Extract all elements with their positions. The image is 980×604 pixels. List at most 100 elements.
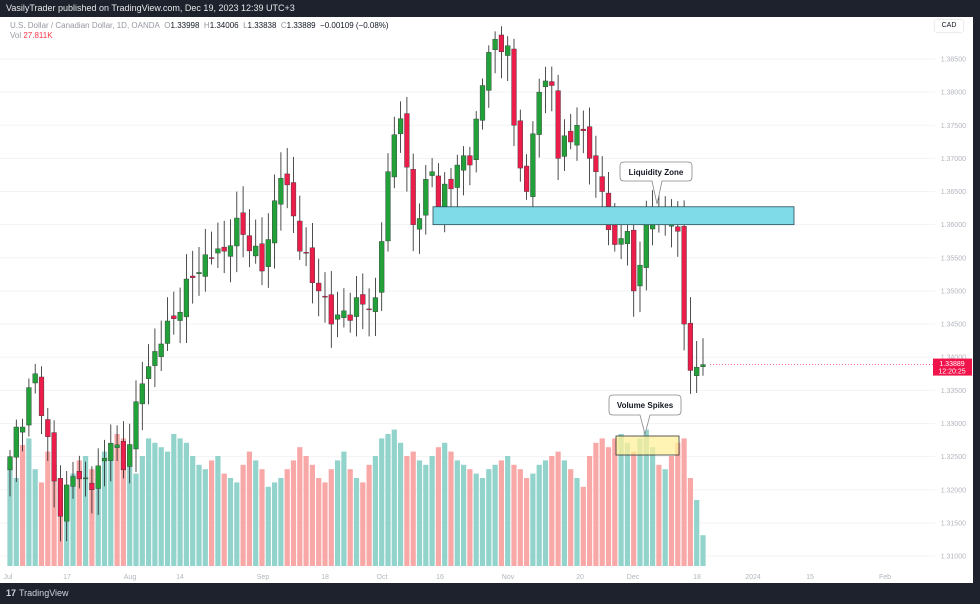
volume-bar xyxy=(555,451,561,566)
candle xyxy=(64,471,70,542)
candle-body xyxy=(404,113,410,168)
currency-button[interactable]: CAD xyxy=(935,20,963,32)
candle-body xyxy=(183,278,190,318)
symbol-description[interactable]: U.S. Dollar / Canadian Dollar, 1D, OANDA xyxy=(10,21,160,30)
volume-bar xyxy=(335,460,341,566)
close-value: 1.33889 xyxy=(286,21,316,30)
candle-body xyxy=(385,171,391,242)
candle-body xyxy=(580,128,586,131)
candle-body xyxy=(328,294,334,325)
candle-body xyxy=(631,229,637,292)
candle-body xyxy=(278,178,284,205)
volume-bar xyxy=(498,460,504,566)
volume-bar xyxy=(643,429,649,566)
candle-body xyxy=(20,426,26,433)
volume-bar xyxy=(259,469,265,566)
candle-body xyxy=(461,155,467,171)
x-tick-label: Feb xyxy=(879,574,891,581)
candle xyxy=(278,152,284,231)
candle xyxy=(328,271,334,348)
candle xyxy=(486,45,492,108)
candle-body xyxy=(32,373,38,384)
tradingview-logo-icon[interactable]: 17 xyxy=(6,588,17,598)
volume-bar xyxy=(637,438,643,566)
candle xyxy=(221,220,227,274)
volume-bar xyxy=(580,486,586,566)
candle xyxy=(253,219,259,264)
candle xyxy=(347,292,353,333)
volume-bar xyxy=(631,451,637,566)
candle xyxy=(190,250,196,304)
tradingview-brand[interactable]: TradingView xyxy=(19,588,69,598)
candle xyxy=(246,209,253,268)
x-tick-label: 20 xyxy=(576,574,584,581)
x-tick-label: 14 xyxy=(176,574,184,581)
candle xyxy=(631,207,637,317)
volume-bar xyxy=(612,438,618,566)
candle xyxy=(561,119,568,172)
candle xyxy=(423,164,429,235)
candle-body xyxy=(435,175,442,212)
candle xyxy=(536,78,542,158)
candle xyxy=(694,340,700,393)
volume-bar xyxy=(158,447,164,566)
candle-body xyxy=(511,48,517,126)
volume-spike-rect xyxy=(615,435,680,456)
x-tick-label: 17 xyxy=(63,574,71,581)
candle-body xyxy=(353,297,360,317)
candle-body xyxy=(360,294,366,305)
candle xyxy=(549,66,555,112)
candle-body xyxy=(316,282,322,292)
candle-body xyxy=(171,315,177,319)
y-tick-label: 1.35000 xyxy=(941,288,966,295)
x-tick-label: 15 xyxy=(806,574,814,581)
candle xyxy=(259,217,265,286)
y-tick-label: 1.35500 xyxy=(941,255,966,262)
candle-body xyxy=(429,171,435,176)
candle xyxy=(335,291,341,338)
candle-body xyxy=(379,241,385,293)
volume-bar xyxy=(568,469,574,566)
volume-bar xyxy=(297,447,303,566)
candle xyxy=(461,146,467,196)
candle-body xyxy=(272,200,278,244)
candle-body xyxy=(366,308,372,311)
candle-body xyxy=(372,297,379,312)
candle xyxy=(57,465,64,542)
volume-bar xyxy=(51,464,57,566)
y-tick-label: 1.34500 xyxy=(941,322,966,329)
candle xyxy=(322,272,328,323)
volume-bar xyxy=(316,478,322,566)
candle xyxy=(309,222,316,304)
volume-bar xyxy=(650,447,656,566)
y-tick-label: 1.37500 xyxy=(941,123,966,130)
volume-bar xyxy=(38,482,45,566)
candle xyxy=(13,419,19,482)
x-tick-label: Dec xyxy=(627,574,640,581)
candle-body xyxy=(505,45,511,56)
volume-bar xyxy=(391,429,397,566)
volume-bar xyxy=(45,451,51,566)
volume-bar xyxy=(139,456,145,566)
volume-bar xyxy=(70,473,76,566)
candle-body xyxy=(694,366,700,376)
y-tick-label: 1.36000 xyxy=(941,222,966,229)
volume-bar xyxy=(479,478,486,566)
candle xyxy=(454,154,460,215)
volume-bar xyxy=(461,464,467,566)
candle xyxy=(272,174,278,269)
candle xyxy=(316,258,322,317)
candle xyxy=(599,156,605,214)
candle xyxy=(687,297,694,394)
volume-bar xyxy=(687,478,693,566)
candle-body xyxy=(700,364,706,367)
candle-body xyxy=(246,235,253,252)
candle-body xyxy=(196,272,202,274)
volume-bar xyxy=(618,434,624,566)
volume-bar xyxy=(385,434,391,566)
candle-body xyxy=(108,443,114,461)
candle xyxy=(95,448,101,515)
candle xyxy=(353,275,360,337)
candle-body xyxy=(145,366,152,379)
